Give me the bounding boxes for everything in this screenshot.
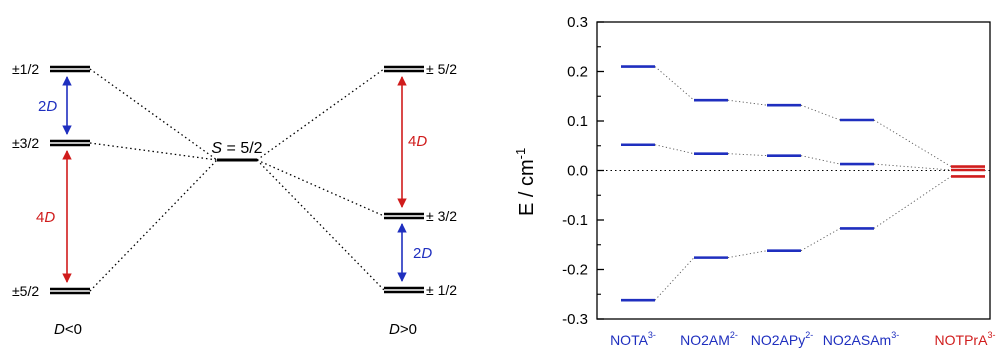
right-level-1: ± 5/2 [384,61,457,77]
left-level-3-label: ±5/2 [12,283,39,299]
level-marks [621,65,985,302]
y-tick-label: 0.1 [567,113,588,130]
x-category-label: NO2APy2- [751,330,813,348]
level-connector [654,66,695,101]
level-connector [727,153,768,157]
connector-left-middle [89,142,218,161]
x-category-label: NOTA3- [610,330,656,348]
left-level-3: ±5/2 [12,283,90,299]
y-tick-label: 0.3 [567,14,588,31]
right-level-2: ± 3/2 [384,208,457,224]
level-connector [654,144,695,155]
level-connector [873,119,952,167]
right-level-3-label: ± 1/2 [426,282,457,298]
left-level-1: ±1/2 [12,61,90,77]
connector-left-bottom [89,159,218,292]
connector-right-bottom [256,159,385,291]
level-connector [873,163,952,171]
y-tick-label: -0.2 [562,262,588,279]
level-connector [727,250,768,259]
left-level-2-label: ±3/2 [12,135,39,151]
x-axis-labels: NOTA3- NO2AM2- NO2APy2- NO2ASAm3- NOTPrA3- [610,330,995,348]
connector-right-top [256,68,385,161]
level-connector [800,228,841,252]
left-gap-top-label: 2D [38,98,57,115]
y-tick-label: -0.3 [562,311,588,328]
right-gap-bottom-label: 2D [413,245,432,262]
level-connector [873,176,952,229]
connector-right-middle [256,159,385,217]
center-level-label: S = 5/2 [211,140,262,157]
y-axis: 0.3 0.2 0.1 0.0 -0.1 -0.2 -0.3 [562,14,604,328]
x-category-label: NO2ASAm3- [823,330,899,348]
y-axis-label: E / cm-1 [513,148,538,216]
energy-level-chart: 0.3 0.2 0.1 0.0 -0.1 -0.2 -0.3 E / cm-1 NOTA3-… [513,14,995,348]
right-caption: D>0 [389,321,417,338]
connector-left-top [89,68,218,161]
x-category-label: NOTPrA3- [935,330,996,348]
right-level-3: ± 1/2 [384,282,457,298]
y-tick-label: 0.2 [567,64,588,81]
left-level-1-label: ±1/2 [12,61,39,77]
connector-lines [89,68,385,292]
right-level-2-label: ± 3/2 [426,208,457,224]
level-connector [654,257,695,301]
x-category-label: NO2AM2- [680,330,738,348]
y-tick-label: 0.0 [567,163,588,180]
level-connector [800,104,841,121]
right-level-1-label: ± 5/2 [426,61,457,77]
level-connectors [654,66,952,301]
level-connector [727,99,768,106]
level-connector [800,155,841,165]
left-level-2: ±3/2 [12,135,90,151]
zero-field-splitting-diagram: S = 5/2 ±1/2 ±3/2 ±5/2 2D 4D D<0 ± 5/2 [12,61,457,338]
right-gap-top-label: 4D [408,133,427,150]
y-tick-label: -0.1 [562,212,588,229]
left-caption: D<0 [54,321,82,338]
left-gap-bottom-label: 4D [36,209,55,226]
